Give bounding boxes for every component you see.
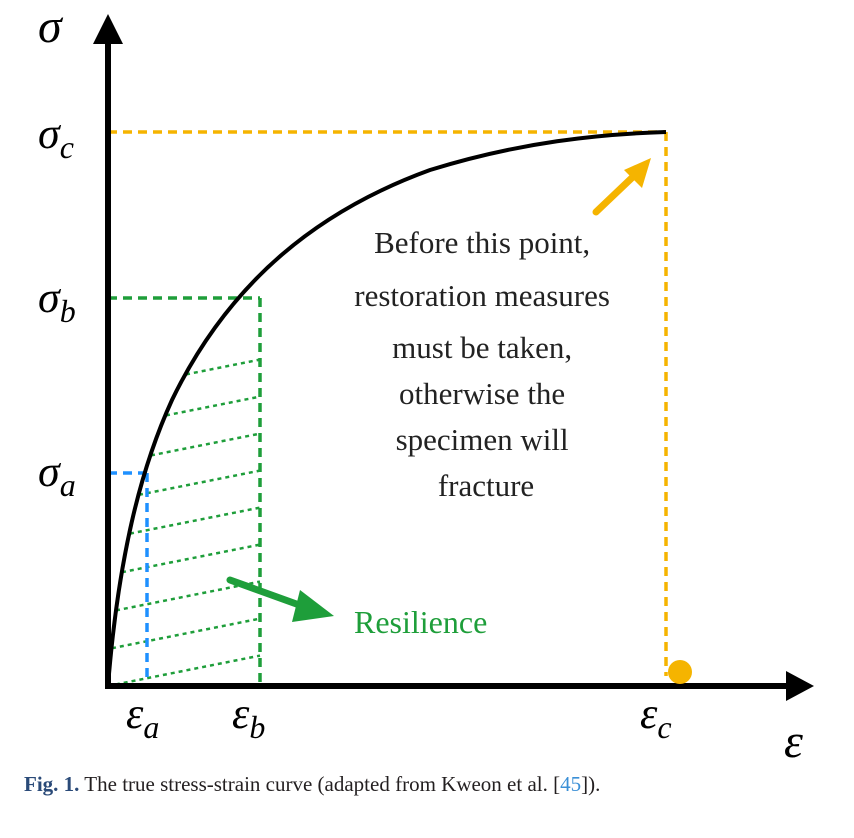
resilience-hatch [107, 358, 261, 688]
hatch-line [185, 358, 261, 376]
stress-strain-diagram: σ ε σc σb σa εa εb εc Before this point,… [38, 0, 814, 768]
epsilon-b-label: εb [232, 689, 265, 745]
annotation-line: fracture [438, 468, 534, 503]
epsilon-a-label: εa [126, 689, 159, 745]
hatch-line [115, 580, 261, 612]
level-c-guides [108, 130, 668, 676]
caption-text: The true stress-strain curve (adapted fr… [84, 772, 561, 796]
annotation-line: specimen will [396, 422, 569, 457]
sigma-a-label: σa [38, 447, 76, 503]
y-axis-arrowhead [93, 14, 123, 44]
level-b-guides [108, 296, 262, 686]
y-axis-label: σ [38, 0, 64, 53]
annotation-line: must be taken, [392, 330, 572, 365]
epsilon-c-label: εc [640, 689, 672, 745]
fracture-annotation-text: Before this point, restoration measures … [354, 225, 617, 503]
annotation-line: restoration measures [354, 278, 610, 313]
fracture-point [668, 660, 692, 684]
hatch-line [138, 469, 261, 497]
x-axis-label: ε [784, 715, 803, 768]
caption-tail: ]). [581, 772, 601, 796]
hatch-line [150, 432, 261, 457]
hatch-line [129, 506, 261, 535]
annotation-line: otherwise the [399, 376, 565, 411]
hatch-line [107, 654, 261, 688]
sigma-c-label: σc [38, 109, 74, 165]
caption-label: Fig. 1. [24, 772, 80, 796]
x-axis-arrowhead [786, 671, 814, 701]
annotation-line: Before this point, [374, 225, 590, 260]
annotation-arrow [592, 158, 651, 216]
level-a-guides [108, 471, 149, 686]
sigma-b-label: σb [38, 273, 76, 329]
caption-reference-link[interactable]: 45 [560, 772, 582, 796]
stress-strain-curve [106, 130, 667, 687]
hatch-line [121, 543, 261, 574]
figure-caption: Fig. 1. The true stress-strain curve (ad… [24, 772, 844, 797]
hatch-line [165, 395, 261, 417]
resilience-arrow [226, 576, 334, 622]
hatch-line [111, 617, 261, 650]
resilience-label: Resilience [354, 604, 487, 640]
